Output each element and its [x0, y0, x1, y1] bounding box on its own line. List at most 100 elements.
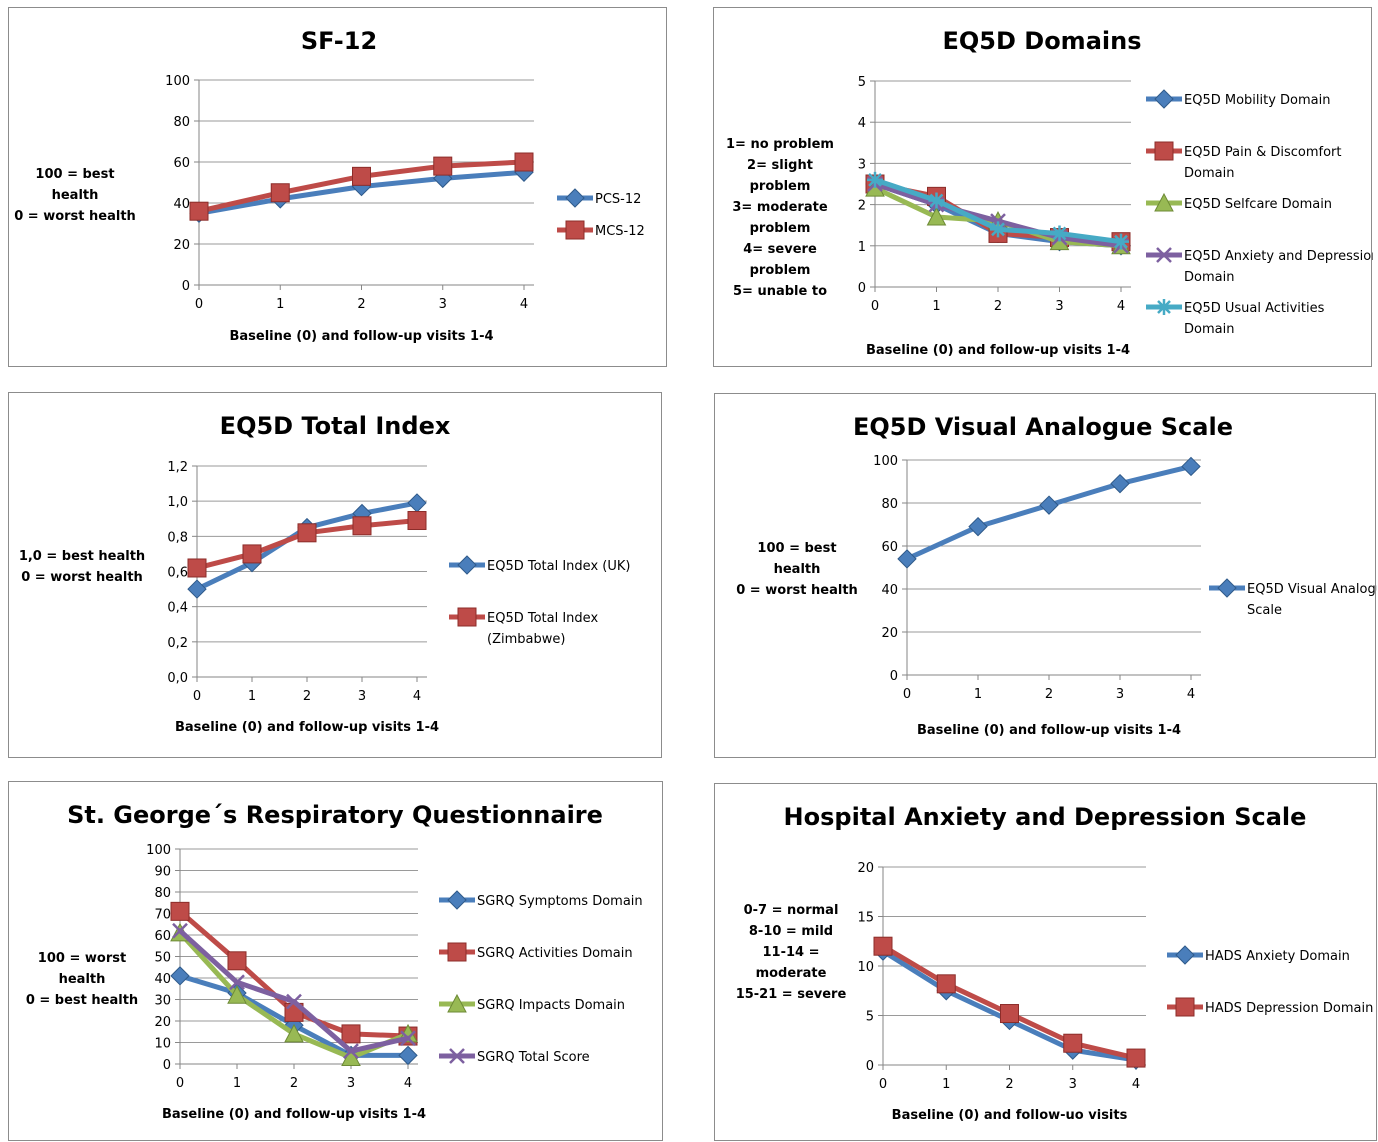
legend-label: EQ5D Selfcare Domain [1184, 197, 1332, 212]
legend-marker [565, 220, 585, 240]
chart-title: EQ5D Visual Analogue Scale [853, 413, 1233, 441]
y-tick-label: 0,0 [167, 671, 188, 686]
data-point [189, 201, 209, 221]
x-tick-label: 2 [357, 297, 365, 312]
chart-eq5d-domains: EQ5D Domains 0 1 2 3 4 5 0 1 2 3 4 Baseline (0) and … [726, 27, 1373, 358]
legend-marker [447, 993, 467, 1013]
legend-label-line: EQ5D Anxiety and Depression [1184, 249, 1373, 264]
data-point [227, 951, 247, 971]
y-tick-label: 100 [165, 74, 190, 89]
y-axis-label-line: 100 = best [35, 167, 114, 182]
data-point [1063, 1033, 1083, 1053]
y-axis-label-line: health [52, 188, 99, 203]
y-tick-label: 1,2 [167, 460, 188, 475]
data-point [897, 549, 917, 569]
x-tick-label: 0 [871, 299, 879, 314]
x-tick-label: 1 [276, 297, 284, 312]
legend-label-line: SGRQ Total Score [477, 1050, 590, 1065]
x-tick-label: 1 [974, 687, 982, 702]
data-point [968, 516, 988, 537]
legend-marker [1156, 247, 1172, 263]
y-tick-label: 10 [154, 1037, 171, 1052]
legend-item: EQ5D Mobility Domain [1146, 89, 1331, 109]
legend-marker [457, 555, 477, 575]
y-axis-label-line: problem [750, 179, 811, 194]
x-tick-label: 0 [193, 689, 201, 704]
x-tick-label: 0 [879, 1077, 887, 1092]
legend-label-line: EQ5D Usual Activities [1184, 301, 1325, 316]
y-axis-label-line: 1,0 = best health [19, 549, 145, 564]
chart-title: SF-12 [301, 27, 377, 55]
y-axis-label-line: 11-14 = [763, 945, 820, 960]
data-point [990, 221, 1006, 238]
x-tick-label: 4 [520, 297, 528, 312]
x-tick-label: 3 [347, 1076, 355, 1091]
y-axis-label-line: 5= unable to [733, 284, 827, 299]
x-tick-label: 3 [1055, 299, 1063, 314]
legend-item: EQ5D Total Index (Zimbabwe) [449, 607, 598, 647]
chart-panel-sgrq: St. George´s Respiratory Questionnaire 0 1… [8, 781, 663, 1141]
y-tick-label: 40 [881, 583, 898, 598]
y-axis-label-line: 4= severe [743, 242, 817, 257]
legend-label-line: EQ5D Total Index [487, 611, 598, 626]
y-tick-label: 0 [163, 1058, 171, 1073]
data-point [1000, 1004, 1019, 1024]
y-tick-label: 80 [154, 886, 171, 901]
y-axis-label-line: 0-7 = normal [744, 903, 839, 918]
data-point [936, 974, 956, 994]
chart-panel-eq5d-total: EQ5D Total Index 0,0 0,2 0,4 0,6 0,8 1,0 1,2 0 1 2… [8, 392, 662, 758]
legend-label-line: Domain [1184, 322, 1234, 337]
legend-label: PCS-12 [595, 192, 641, 207]
legend-label: SGRQ Impacts Domain [477, 998, 625, 1013]
x-tick-label: 0 [903, 687, 911, 702]
data-point [297, 523, 317, 543]
legend-item: SGRQ Total Score [439, 1048, 590, 1065]
series-1 [873, 936, 1146, 1068]
y-tick-label: 10 [857, 960, 874, 975]
x-tick-label: 2 [303, 689, 311, 704]
legend-label-line: Domain [1184, 270, 1234, 285]
data-point [187, 558, 207, 578]
data-point [286, 993, 302, 1010]
x-tick-label: 4 [413, 689, 421, 704]
x-tick-label: 1 [932, 299, 940, 314]
y-tick-label: 5 [858, 75, 866, 90]
legend-marker [457, 607, 477, 627]
legend-marker [1156, 299, 1172, 315]
y-tick-label: 40 [154, 972, 171, 987]
x-tick-label: 3 [358, 689, 366, 704]
data-point [1126, 1048, 1146, 1068]
data-point [187, 579, 207, 599]
data-point [926, 206, 947, 226]
chart-sgrq: St. George´s Respiratory Questionnaire 0 1… [26, 801, 643, 1122]
legend-label-line: SGRQ Symptoms Domain [477, 894, 643, 909]
y-tick-label: 60 [881, 540, 898, 555]
legend-label-line: HADS Anxiety Domain [1205, 949, 1350, 964]
y-tick-label: 60 [154, 929, 171, 944]
x-tick-label: 1 [942, 1077, 950, 1092]
y-tick-label: 0 [182, 279, 190, 294]
y-tick-label: 90 [154, 865, 171, 880]
x-axis-label: Baseline (0) and follow-up visits 1-4 [866, 343, 1130, 358]
y-tick-label: 100 [146, 843, 171, 858]
y-tick-label: 0 [858, 281, 866, 296]
chart-panel-sf12: SF-12 0 20 40 60 80 100 0 1 2 3 4 Baseline (0) and f… [8, 7, 667, 367]
legend-label: SGRQ Total Score [477, 1050, 590, 1065]
x-tick-label: 4 [1132, 1077, 1140, 1092]
y-axis-label-line: 100 = best [757, 541, 836, 556]
legend-label-line: SGRQ Activities Domain [477, 946, 633, 961]
legend-label: MCS-12 [595, 224, 645, 239]
legend-item: SGRQ Symptoms Domain [439, 890, 643, 910]
data-point [1110, 473, 1130, 494]
legend-label-line: EQ5D Mobility Domain [1184, 93, 1331, 108]
data-point [242, 544, 262, 564]
y-tick-label: 20 [857, 861, 874, 876]
x-tick-label: 2 [290, 1076, 298, 1091]
y-axis-label-line: moderate [756, 966, 827, 981]
y-tick-label: 30 [154, 994, 171, 1009]
series-4 [867, 171, 1129, 250]
x-tick-label: 0 [176, 1076, 184, 1091]
legend-marker [565, 188, 585, 208]
legend-label: SGRQ Symptoms Domain [477, 894, 643, 909]
x-axis-label: Baseline (0) and follow-up visits 1-4 [917, 723, 1181, 738]
